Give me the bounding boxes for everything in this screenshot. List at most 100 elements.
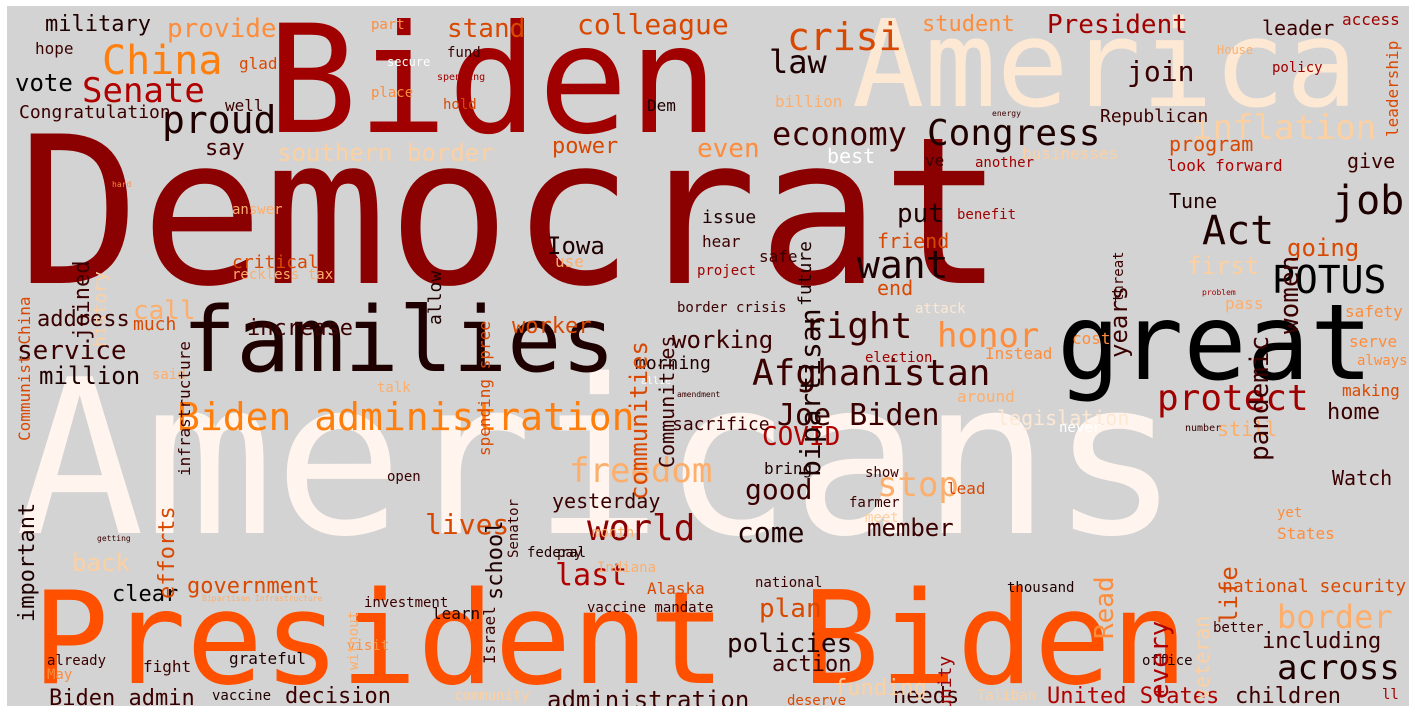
word-threat: threat xyxy=(1111,251,1127,302)
word-glad: glad xyxy=(239,54,278,73)
word-life: life xyxy=(1215,566,1243,624)
word-communist-china: Communist China xyxy=(15,296,34,442)
word-spending-spree: spending spree xyxy=(475,321,494,456)
word-legislation: legislation xyxy=(997,406,1130,430)
word-house: House xyxy=(1217,43,1254,57)
word-law: law xyxy=(769,43,827,81)
word-program: program xyxy=(1169,132,1254,156)
word-lead: lead xyxy=(947,479,986,498)
word-taliban: Taliban xyxy=(977,688,1037,704)
word-alaska: Alaska xyxy=(647,579,705,598)
word-another: another xyxy=(975,155,1035,171)
word-biden-admin: Biden admin xyxy=(49,686,195,707)
word-iowa: Iowa xyxy=(547,232,605,260)
word-spending: spending xyxy=(437,72,486,83)
word-congress: Congress xyxy=(927,113,1101,154)
word-safe: safe xyxy=(759,247,798,266)
word-dem: Dem xyxy=(647,96,676,115)
word-problem: problem xyxy=(1202,288,1236,297)
word-biden: Biden xyxy=(267,6,719,168)
word-part: part xyxy=(371,17,405,33)
word-national-security: national security xyxy=(1222,576,1407,597)
word-plan: plan xyxy=(759,594,822,624)
word-school: school xyxy=(483,520,508,600)
word-senator: Senator xyxy=(506,498,522,558)
word-women: women xyxy=(1275,255,1305,334)
word-colleague: colleague xyxy=(577,8,729,41)
word-first: first xyxy=(1187,252,1260,280)
word-best: best xyxy=(827,144,876,168)
word-freedom: freedom xyxy=(569,451,713,491)
word-month: month xyxy=(592,525,635,541)
word-project: project xyxy=(697,263,757,279)
word-meet: meet xyxy=(865,510,899,526)
word-much: much xyxy=(133,314,177,335)
word-joe-biden: Joe Biden xyxy=(777,398,940,433)
word-cloud-panel: Democrat Americans Biden America President B… xyxy=(7,6,1409,706)
word-safety: safety xyxy=(1345,302,1403,321)
word-give: give xyxy=(1347,149,1396,173)
word-never: never xyxy=(1059,420,1102,436)
word-efforts: efforts xyxy=(155,506,180,599)
word-job: job xyxy=(1332,178,1405,224)
word-secure: secure xyxy=(387,55,431,69)
word-every: every xyxy=(1145,620,1175,699)
word-israel: Israel xyxy=(480,606,499,664)
word-learn: learn xyxy=(432,604,481,623)
word-million: million xyxy=(39,362,141,390)
word-businesses: businesses xyxy=(1022,144,1119,163)
word-senate: Senate xyxy=(82,71,205,111)
word-lives: lives xyxy=(425,508,510,541)
word-back: back xyxy=(72,549,130,577)
word-grateful: grateful xyxy=(229,649,307,668)
word-reckless-tax: reckless tax xyxy=(232,267,334,283)
word-decision: decision xyxy=(285,684,391,707)
word-home: home xyxy=(1327,400,1380,425)
word-covid: COVID xyxy=(762,422,841,452)
word-provide: provide xyxy=(167,14,277,44)
word-service: service xyxy=(17,336,127,366)
word-leader: leader xyxy=(1262,16,1335,40)
word-policy: policy xyxy=(1272,60,1323,76)
word-communities: Communities xyxy=(655,335,679,468)
word-infrastructure: infrastructure xyxy=(175,341,194,476)
word-amendment: amendment xyxy=(677,390,721,399)
word-show: show xyxy=(865,465,899,481)
word-stop: stop xyxy=(877,465,959,505)
word-republican: Republican xyxy=(1100,106,1209,127)
word-thousand: thousand xyxy=(1007,580,1075,596)
word-administration: administration xyxy=(547,686,750,706)
word-use: use xyxy=(555,252,584,271)
word-families: families xyxy=(182,288,616,393)
word-student: student xyxy=(922,12,1015,37)
word-talk: talk xyxy=(377,380,411,396)
word-cost: cost xyxy=(1072,329,1111,348)
word-biden-administration: Biden administration xyxy=(177,395,635,439)
word-better: better xyxy=(1213,620,1264,636)
word-act: Act xyxy=(1202,208,1275,254)
word-across: across xyxy=(1277,648,1400,688)
word-needs: needs xyxy=(893,684,960,707)
word-put: put xyxy=(897,199,944,229)
word-address: address xyxy=(37,307,130,332)
word-pass: pass xyxy=(1225,294,1264,313)
word-energy: energy xyxy=(992,109,1021,118)
word-answer: answer xyxy=(232,202,283,218)
word-protect: protect xyxy=(1157,378,1309,419)
word-history: history xyxy=(90,271,111,347)
word-crisi: crisi xyxy=(787,15,902,59)
word-watch: Watch xyxy=(1332,466,1393,490)
word-going: going xyxy=(1287,234,1360,262)
word-already: already xyxy=(47,653,107,669)
word-pay: pay xyxy=(557,545,583,561)
word-power: power xyxy=(552,134,619,159)
word-join: join xyxy=(1127,55,1195,88)
word-benefit: benefit xyxy=(957,207,1017,223)
word-end: end xyxy=(877,276,914,300)
word-policies: policies xyxy=(727,629,853,659)
word-potus: POTUS xyxy=(1272,258,1387,302)
word-read: Read xyxy=(1090,576,1120,639)
word-future: future xyxy=(795,240,816,306)
word-call: call xyxy=(133,296,196,326)
word-ll: ll xyxy=(1382,687,1399,703)
